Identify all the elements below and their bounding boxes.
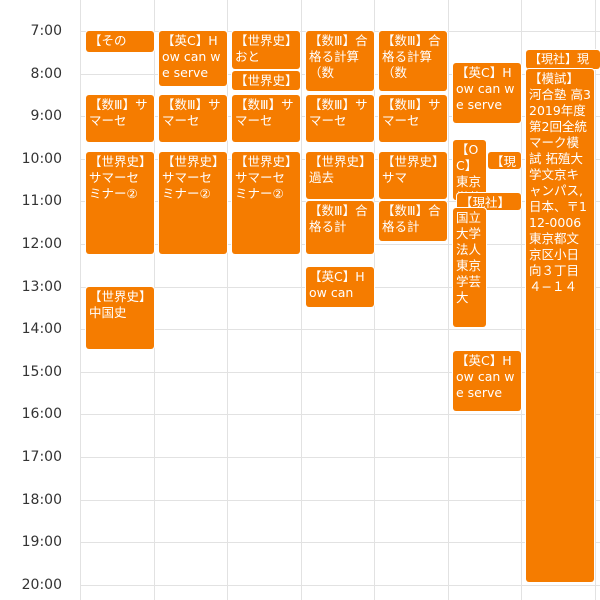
calendar-event[interactable]: 【数Ⅲ】合格る計: [306, 201, 374, 254]
hour-label: 17:00: [21, 449, 62, 465]
day-column-divider: [595, 0, 596, 600]
hour-label: 9:00: [30, 108, 62, 124]
hour-label: 8:00: [30, 66, 62, 82]
calendar-event[interactable]: 【英C】How can we serve: [453, 351, 521, 411]
calendar-event[interactable]: 【英C】How can we serve: [453, 63, 521, 123]
calendar-event[interactable]: 【数Ⅲ】サマーセ: [232, 95, 300, 142]
hour-label: 7:00: [30, 23, 62, 39]
calendar-event[interactable]: 【その: [86, 31, 154, 52]
calendar-event[interactable]: 【世界史】過去: [306, 152, 374, 199]
calendar-event[interactable]: 【英C】How can we serve: [159, 31, 227, 86]
calendar-event[interactable]: 【世界史】中国史: [86, 287, 154, 349]
hour-gridline: [80, 500, 600, 501]
hour-label: 12:00: [21, 236, 62, 252]
hour-label: 20:00: [21, 577, 62, 593]
day-column-divider: [374, 0, 375, 600]
hour-label: 18:00: [21, 492, 62, 508]
day-column-divider: [448, 0, 449, 600]
calendar-event[interactable]: 【世界史】サマーセミナー②: [159, 152, 227, 254]
day-column-divider: [80, 0, 81, 600]
hour-label: 15:00: [21, 364, 62, 380]
hour-label: 11:00: [21, 193, 62, 209]
hour-gridline: [80, 414, 600, 415]
calendar-event[interactable]: 【OC】東京学芸: [453, 140, 486, 200]
calendar-event[interactable]: 【数Ⅲ】サマーセ: [379, 95, 447, 142]
day-column-divider: [154, 0, 155, 600]
hour-gridline: [80, 585, 600, 586]
calendar-event[interactable]: 【世界史】サマーセミナー②: [232, 152, 300, 254]
calendar-event[interactable]: 【現社】: [457, 193, 521, 210]
calendar-event[interactable]: 【世界史】サマーセミナー②: [86, 152, 154, 254]
calendar-event[interactable]: 【英C】How can: [306, 267, 374, 307]
hour-gridline: [80, 372, 600, 373]
calendar-event[interactable]: 国立大学法人東京学芸大: [453, 208, 486, 327]
hour-label: 16:00: [21, 406, 62, 422]
calendar-event[interactable]: 【数Ⅲ】サマーセ: [306, 95, 374, 142]
day-column-divider: [521, 0, 522, 600]
calendar-event[interactable]: 【数Ⅲ】サマーセ: [159, 95, 227, 142]
hour-label: 10:00: [21, 151, 62, 167]
hour-gridline: [80, 329, 600, 330]
hour-label: 13:00: [21, 279, 62, 295]
calendar-event[interactable]: 【模試】河合塾 高3 2019年度第2回全統マーク模試 拓殖大学文京キャンパス,…: [526, 69, 594, 582]
calendar-event[interactable]: 【世界史】サマ: [379, 152, 447, 199]
calendar-event[interactable]: 【数Ⅲ】サマーセ: [86, 95, 154, 142]
hour-label: 19:00: [21, 534, 62, 550]
calendar-event[interactable]: 【数Ⅲ】合格る計: [379, 201, 447, 241]
day-column-divider: [301, 0, 302, 600]
hour-gridline: [80, 542, 600, 543]
calendar-event[interactable]: 【現社】現: [526, 50, 600, 69]
hour-gridline: [80, 457, 600, 458]
calendar-event[interactable]: 【数Ⅲ】合格る計算（数: [379, 31, 447, 91]
calendar-event[interactable]: 【世界史】: [232, 71, 300, 90]
day-column-divider: [227, 0, 228, 600]
calendar-event[interactable]: 【数Ⅲ】合格る計算（数: [306, 31, 374, 91]
calendar-event[interactable]: 【現: [488, 152, 521, 169]
hour-label: 14:00: [21, 321, 62, 337]
calendar-event[interactable]: 【世界史】おと: [232, 31, 300, 69]
